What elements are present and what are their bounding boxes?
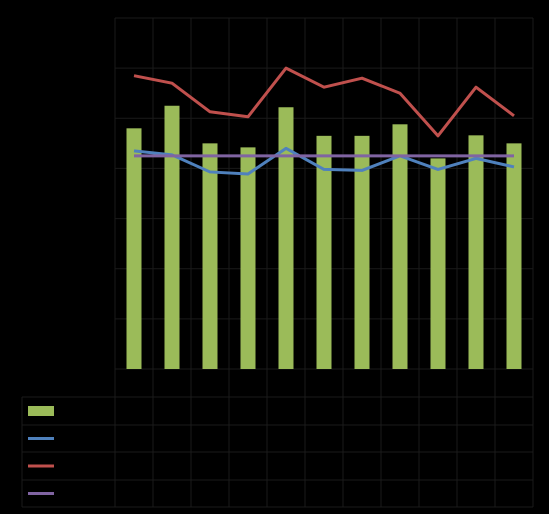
bar <box>240 147 256 369</box>
series-line <box>133 146 515 176</box>
gridlines <box>114 17 534 370</box>
bar <box>164 105 180 369</box>
bar <box>430 158 446 369</box>
series-line <box>133 66 515 138</box>
bar <box>468 135 484 369</box>
bar <box>354 135 370 369</box>
line-series <box>133 66 515 176</box>
bar <box>506 143 522 369</box>
bar <box>316 135 332 369</box>
legend-swatch <box>28 406 54 416</box>
bar <box>278 107 294 370</box>
bar-series <box>126 105 522 370</box>
bar <box>392 124 408 369</box>
bar <box>126 128 142 369</box>
bar <box>202 143 218 369</box>
legend-table <box>21 369 534 508</box>
